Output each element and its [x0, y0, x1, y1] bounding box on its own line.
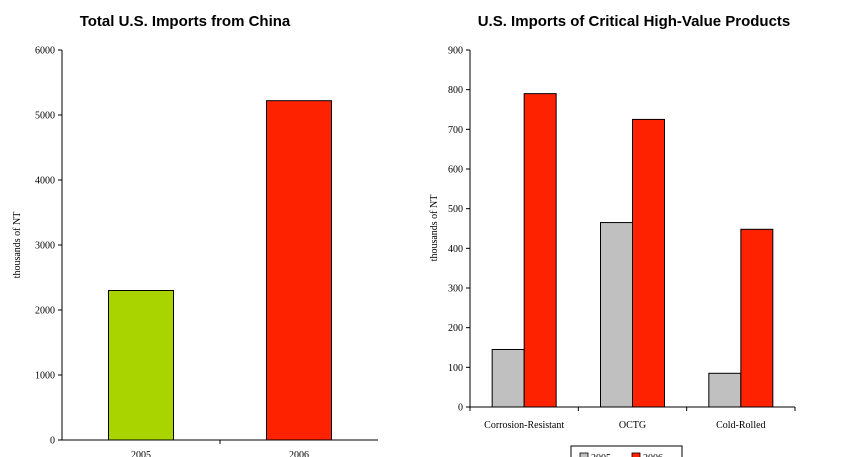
left-y-tick-label: 6000: [35, 46, 55, 57]
left-y-tick-label: 4000: [35, 176, 55, 187]
left-bar-2005: [109, 291, 174, 441]
right-plot-area: 0 100 200 300 400 500 600 700 800 900 Corrosion-Re…: [448, 46, 795, 432]
right-bar-2006-Corrosion-Resistant: [524, 94, 556, 407]
right-x-category-label: Corrosion-Resistant: [484, 420, 564, 431]
right-bar-2005-Corrosion-Resistant: [492, 349, 524, 407]
right-x-category-label: Cold-Rolled: [716, 420, 765, 431]
right-y-tick-label: 600: [448, 165, 463, 176]
left-y-tick-label: 0: [50, 436, 55, 447]
legend-swatch-2006: [632, 453, 640, 457]
left-y-tick-label: 2000: [35, 306, 55, 317]
left-y-tick-label: 1000: [35, 371, 55, 382]
legend-label-2005: 2005: [591, 453, 611, 457]
right-x-category-label: OCTG: [619, 420, 646, 431]
right-y-tick-label: 200: [448, 323, 463, 334]
left-plot-area: 0 1000 2000 3000 4000 5000 6000 2005 2006: [35, 46, 378, 457]
legend-swatch-2005: [580, 453, 588, 457]
right-chart: U.S. Imports of Critical High-Value Prod…: [429, 13, 795, 457]
left-y-tick-label: 5000: [35, 111, 55, 122]
right-bar-2006-OCTG: [633, 119, 665, 407]
right-chart-legend: 2005 2006: [571, 446, 682, 457]
right-y-tick-label: 900: [448, 46, 463, 57]
right-y-tick-label: 700: [448, 125, 463, 136]
left-chart-title: Total U.S. Imports from China: [80, 13, 291, 30]
right-chart-y-axis-label: thousands of NT: [429, 195, 440, 262]
right-chart-title: U.S. Imports of Critical High-Value Prod…: [478, 13, 791, 30]
right-bar-2005-Cold-Rolled: [709, 373, 741, 407]
right-y-tick-label: 300: [448, 284, 463, 295]
left-x-category-label: 2006: [289, 450, 309, 457]
left-chart-y-axis-label: thousands of NT: [12, 212, 23, 279]
right-y-tick-label: 400: [448, 244, 463, 255]
left-bar-2006: [267, 101, 332, 440]
right-y-tick-label: 500: [448, 204, 463, 215]
legend-label-2006: 2006: [643, 453, 663, 457]
right-y-tick-label: 800: [448, 85, 463, 96]
right-y-tick-label: 0: [458, 403, 463, 414]
right-bar-2005-OCTG: [601, 223, 633, 407]
left-chart: Total U.S. Imports from China thousands …: [12, 13, 378, 457]
right-bar-2006-Cold-Rolled: [741, 229, 773, 407]
right-y-tick-label: 100: [448, 363, 463, 374]
left-y-tick-label: 3000: [35, 241, 55, 252]
left-x-category-label: 2005: [131, 450, 151, 457]
